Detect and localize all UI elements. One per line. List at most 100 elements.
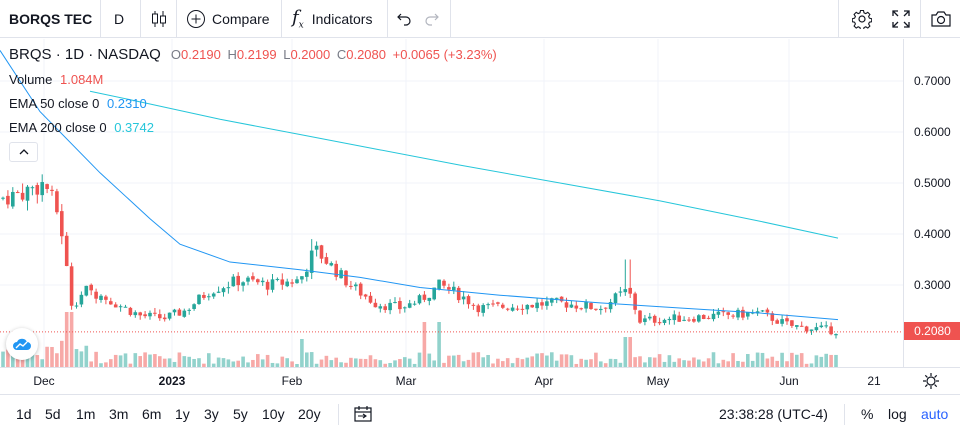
settings-button[interactable] — [852, 0, 872, 38]
change-value: +0.0065 (+3.23%) — [392, 47, 497, 62]
volume-bar — [334, 357, 338, 367]
candle-body — [657, 322, 662, 324]
tradingview-logo[interactable] — [6, 328, 38, 360]
volume-bar — [594, 352, 598, 367]
volume-bar — [476, 352, 481, 367]
volume-bar — [172, 361, 177, 367]
legend-symbol: BRQS — [9, 46, 52, 63]
candle-body — [569, 304, 574, 308]
redo-button[interactable] — [424, 0, 440, 38]
price-axis[interactable]: 0.7000 0.6000 0.5000 0.4000 0.3000 0.2080 — [903, 39, 960, 367]
volume-bar — [231, 361, 236, 367]
range-button-1m[interactable]: 1m — [76, 406, 96, 422]
volume-bar — [437, 322, 441, 367]
volume-bar — [290, 361, 294, 367]
time-tick-label: Jun — [779, 374, 799, 388]
time-tick-label: May — [646, 374, 670, 388]
time-axis[interactable]: Dec 2023 Feb Mar Apr May Jun 21 — [0, 367, 960, 395]
indicators-button[interactable]: fx Indicators — [292, 0, 372, 38]
volume-bar — [662, 361, 667, 367]
percent-scale-button[interactable]: % — [861, 406, 874, 422]
timezone-clock[interactable]: 23:38:28 (UTC-4) — [719, 406, 828, 422]
candle-body — [510, 307, 515, 311]
candle-body — [383, 306, 387, 310]
compare-button[interactable]: Compare — [186, 0, 270, 38]
candle-body — [550, 298, 554, 303]
candle-body — [153, 312, 157, 314]
volume-bar — [491, 363, 495, 367]
candle-body — [682, 319, 686, 321]
volume-bar — [746, 354, 750, 367]
candle-body — [711, 313, 716, 320]
snapshot-button[interactable] — [930, 0, 952, 38]
candle-body — [290, 282, 294, 284]
ema50-legend[interactable]: EMA 50 close 0 0.2310 — [9, 96, 147, 111]
volume-bar — [403, 357, 407, 367]
symbol-search[interactable]: BORQS TEC — [9, 11, 93, 27]
volume-bar — [618, 362, 623, 367]
ema200-value: 0.3742 — [114, 120, 154, 135]
range-button-1d[interactable]: 1d — [16, 406, 32, 422]
range-button-5y[interactable]: 5y — [233, 406, 248, 422]
volume-bar — [280, 356, 285, 367]
time-tick-label: 21 — [867, 374, 881, 388]
legend-exchange: NASDAQ — [97, 46, 161, 63]
interval-button[interactable]: D — [114, 11, 125, 27]
volume-bar — [795, 354, 799, 367]
fullscreen-button[interactable] — [892, 0, 910, 38]
chart-pane[interactable]: BRQS · 1D · NASDAQ O0.2190 H0.2199 L0.20… — [0, 39, 903, 367]
range-button-5d[interactable]: 5d — [45, 406, 61, 422]
candle-body — [520, 308, 525, 310]
volume-bar — [393, 360, 397, 367]
candle-body — [785, 318, 789, 322]
volume-legend[interactable]: Volume 1.084M — [9, 72, 103, 87]
sun-gear-icon — [923, 373, 939, 389]
axis-settings-button[interactable] — [922, 372, 940, 395]
volume-bar — [314, 363, 319, 367]
candle-body — [138, 312, 142, 316]
candle-body — [373, 302, 378, 308]
log-scale-button[interactable]: log — [888, 406, 907, 422]
collapse-legend-button[interactable] — [9, 142, 38, 162]
range-button-6m[interactable]: 6m — [142, 406, 162, 422]
divider — [387, 0, 388, 38]
candle-body — [486, 304, 490, 306]
range-button-1y[interactable]: 1y — [175, 406, 190, 422]
volume-bar — [69, 312, 74, 367]
candle-body — [50, 189, 54, 191]
undo-icon — [397, 13, 411, 26]
volume-bar — [824, 353, 828, 367]
candle-body — [300, 276, 304, 280]
volume-bar — [6, 349, 10, 367]
last-price-label: 0.2080 — [904, 322, 960, 340]
volume-bar — [305, 352, 309, 367]
undo-button[interactable] — [396, 0, 412, 38]
candle-body — [599, 308, 603, 311]
candle-body — [69, 266, 74, 306]
volume-bar — [167, 358, 172, 367]
candle-body — [579, 308, 583, 310]
range-button-20y[interactable]: 20y — [298, 406, 321, 422]
candle-body — [824, 325, 828, 327]
close-label: C — [336, 47, 347, 62]
volume-bar — [608, 358, 613, 367]
auto-scale-button[interactable]: auto — [921, 406, 949, 422]
ema200-legend[interactable]: EMA 200 close 0 0.3742 — [9, 120, 154, 135]
high-label: H — [227, 47, 237, 62]
price-tick-label: 0.3000 — [914, 278, 951, 292]
goto-date-button[interactable] — [354, 406, 372, 424]
candle-body — [530, 304, 534, 308]
range-button-10y[interactable]: 10y — [262, 406, 285, 422]
volume-bar — [275, 363, 280, 367]
chart-type-button[interactable] — [150, 0, 168, 38]
candle-body — [716, 311, 721, 315]
candle-body — [701, 314, 706, 320]
volume-bar — [697, 359, 701, 367]
volume-bar — [633, 357, 637, 367]
candle-body — [162, 317, 167, 320]
range-button-3y[interactable]: 3y — [204, 406, 219, 422]
range-button-3m[interactable]: 3m — [109, 406, 129, 422]
candle-body — [594, 308, 598, 310]
volume-bar — [809, 363, 814, 367]
price-chart[interactable] — [0, 39, 903, 367]
